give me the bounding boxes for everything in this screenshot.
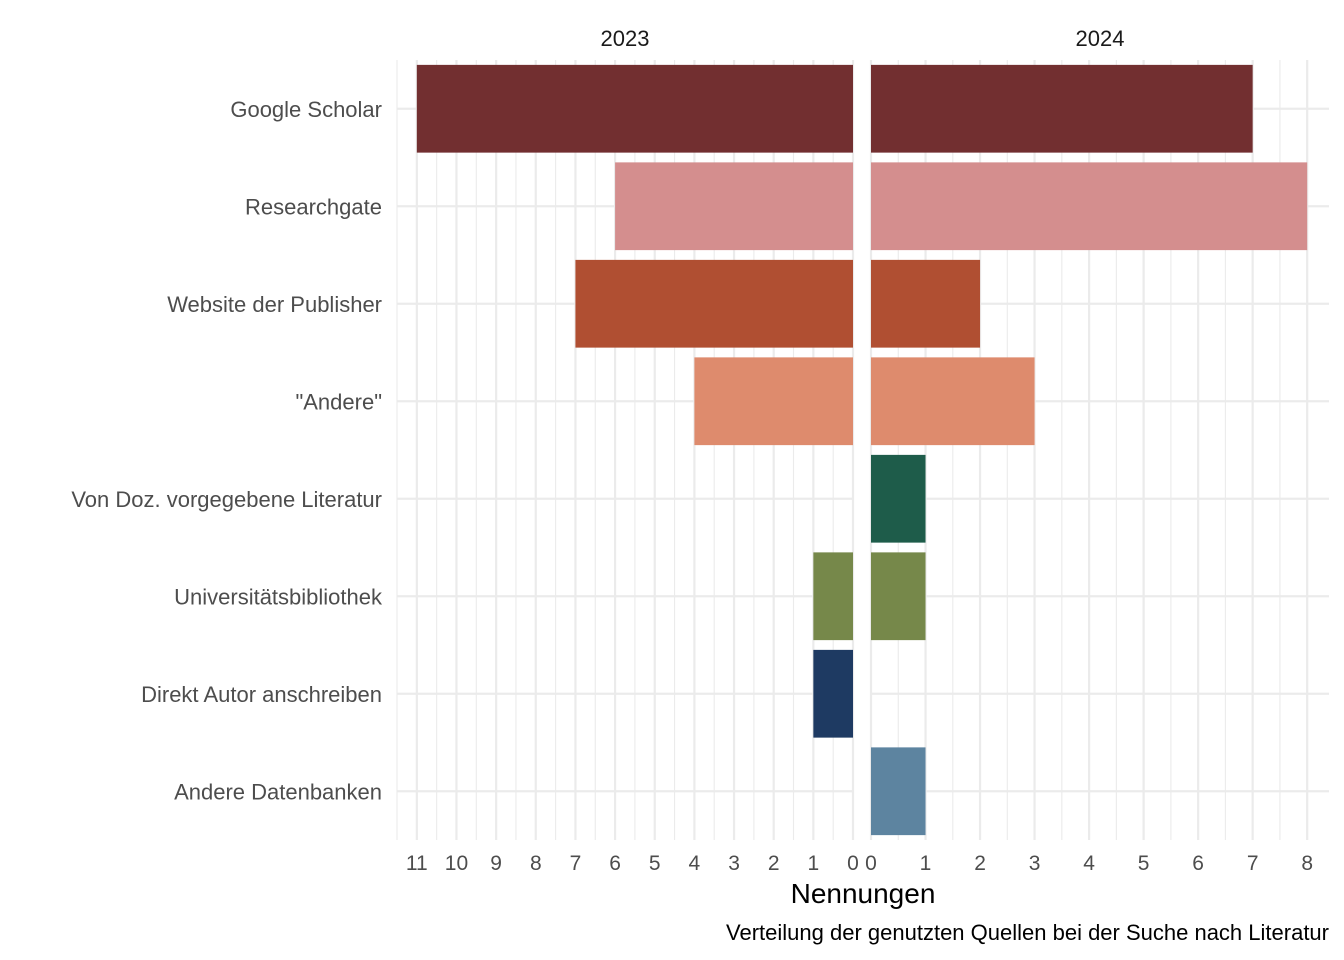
- bar-2024-website-der-publisher: [871, 259, 981, 348]
- x-tick-label: 6: [1192, 852, 1204, 875]
- panel-title-2023: 2023: [601, 26, 650, 51]
- x-tick-label: 7: [570, 852, 582, 875]
- x-tick-label: 4: [1083, 852, 1095, 875]
- bar-layer: [416, 64, 1308, 836]
- bar-2024-andere: [871, 357, 1035, 446]
- x-tick-label: 6: [609, 852, 621, 875]
- x-tick-label: 0: [865, 852, 877, 875]
- x-tick-label: 11: [406, 852, 428, 875]
- x-tick-label: 5: [1138, 852, 1150, 875]
- category-label: Andere Datenbanken: [174, 779, 382, 804]
- chart-caption: Verteilung der genutzten Quellen bei der…: [726, 920, 1329, 945]
- x-tick-label: 5: [649, 852, 661, 875]
- bar-2023-andere: [694, 357, 853, 446]
- bar-2024-researchgate: [871, 162, 1308, 251]
- x-tick-label: 8: [530, 852, 542, 875]
- panel-title-2024: 2024: [1076, 26, 1125, 51]
- bar-2024-universitätsbibliothek: [871, 552, 926, 641]
- x-tick-label: 3: [728, 852, 740, 875]
- bar-2023-google-scholar: [416, 64, 853, 153]
- category-label: "Andere": [295, 389, 382, 414]
- category-label: Direkt Autor anschreiben: [141, 682, 382, 707]
- bar-2024-google-scholar: [871, 64, 1253, 153]
- category-label: Universitätsbibliothek: [174, 584, 383, 609]
- bar-2023-website-der-publisher: [575, 259, 853, 348]
- x-tick-label: 10: [445, 852, 468, 875]
- x-tick-label: 1: [808, 852, 820, 875]
- x-tick-label: 2: [768, 852, 780, 875]
- bar-2024-andere-datenbanken: [871, 747, 926, 836]
- bar-2023-universitätsbibliothek: [813, 552, 853, 641]
- x-tick-label: 8: [1301, 852, 1313, 875]
- bar-2024-von-doz-vorgegebene-literatur: [871, 454, 926, 543]
- x-axis-title: Nennungen: [791, 878, 936, 909]
- bar-2023-researchgate: [615, 162, 853, 251]
- x-tick-label: 9: [490, 852, 502, 875]
- category-label: Von Doz. vorgegebene Literatur: [71, 487, 382, 512]
- category-label: Researchgate: [245, 194, 382, 219]
- bar-2023-direkt-autor-anschreiben: [813, 649, 853, 738]
- x-tick-label: 3: [1029, 852, 1041, 875]
- x-tick-label: 0: [847, 852, 859, 875]
- x-tick-label: 1: [920, 852, 932, 875]
- x-tick-label: 7: [1247, 852, 1259, 875]
- x-tick-label: 2: [974, 852, 986, 875]
- x-tick-label: 4: [689, 852, 701, 875]
- category-label: Google Scholar: [230, 97, 382, 122]
- category-label: Website der Publisher: [167, 292, 382, 317]
